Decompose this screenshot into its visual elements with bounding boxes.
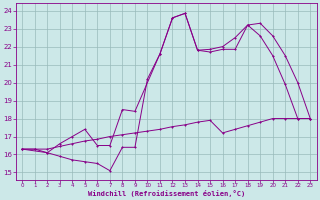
X-axis label: Windchill (Refroidissement éolien,°C): Windchill (Refroidissement éolien,°C) bbox=[88, 190, 245, 197]
